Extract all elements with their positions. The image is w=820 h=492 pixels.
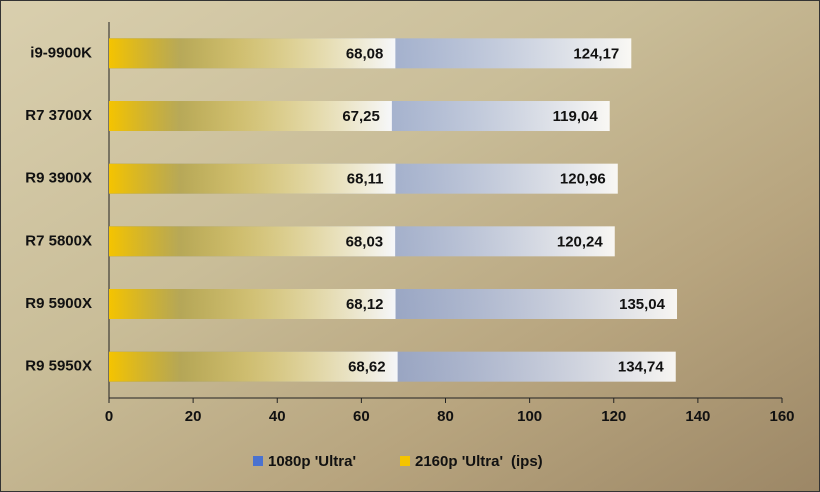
data-label: 67,25	[342, 108, 380, 125]
data-label: 68,12	[346, 296, 384, 313]
unit-label: (ips)	[511, 453, 543, 470]
data-label: 120,24	[557, 233, 604, 250]
data-label: 68,62	[348, 359, 386, 376]
data-label: 124,17	[573, 45, 619, 62]
y-tick-label: R7 5800X	[25, 232, 92, 249]
bar	[109, 101, 392, 131]
data-label: 119,04	[553, 108, 599, 125]
x-tick-label: 100	[517, 408, 542, 425]
y-tick-label: R9 5950X	[25, 358, 92, 375]
data-label: 135,04	[619, 296, 666, 313]
legend-swatch	[400, 456, 410, 466]
y-tick-label: i9-9900K	[30, 44, 92, 61]
x-tick-label: 120	[601, 408, 626, 425]
x-tick-label: 80	[437, 408, 454, 425]
x-tick-label: 0	[105, 408, 113, 425]
y-tick-label: R9 5900X	[25, 295, 92, 312]
x-tick-label: 140	[685, 408, 710, 425]
data-label: 134,74	[618, 359, 665, 376]
x-tick-label: 20	[185, 408, 202, 425]
data-label: 120,96	[560, 171, 606, 188]
bar	[109, 226, 396, 257]
bar	[109, 351, 398, 382]
x-tick-label: 60	[353, 408, 370, 425]
legend-label: 1080p 'Ultra'	[268, 453, 356, 470]
bar	[109, 38, 396, 69]
y-tick-label: R7 3700X	[25, 107, 92, 124]
data-label: 68,11	[347, 171, 384, 188]
y-tick-label: R9 3900X	[25, 170, 92, 187]
bar	[109, 163, 396, 194]
legend-swatch	[253, 456, 263, 466]
data-label: 68,08	[346, 45, 384, 62]
x-tick-label: 160	[769, 408, 794, 425]
data-label: 68,03	[346, 233, 384, 250]
legend-label: 2160p 'Ultra'	[415, 453, 503, 470]
x-tick-label: 40	[269, 408, 286, 425]
bar	[109, 289, 396, 319]
